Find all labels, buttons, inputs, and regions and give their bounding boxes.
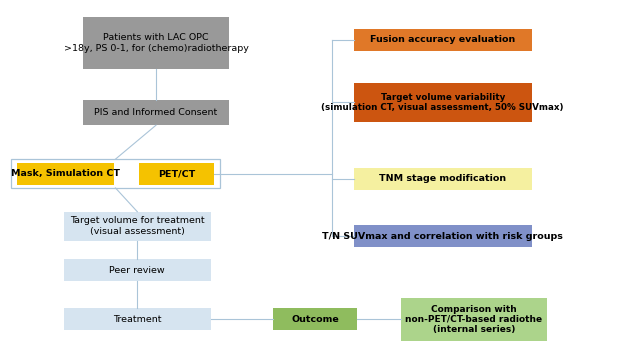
FancyBboxPatch shape xyxy=(354,168,532,190)
Text: Target volume variability
(simulation CT, visual assessment, 50% SUVmax): Target volume variability (simulation CT… xyxy=(322,93,564,112)
FancyBboxPatch shape xyxy=(354,83,532,122)
FancyBboxPatch shape xyxy=(354,225,532,247)
FancyBboxPatch shape xyxy=(64,308,211,330)
Text: TNM stage modification: TNM stage modification xyxy=(379,174,507,183)
FancyBboxPatch shape xyxy=(354,28,532,51)
FancyBboxPatch shape xyxy=(64,212,211,240)
Text: Mask, Simulation CT: Mask, Simulation CT xyxy=(11,169,120,178)
Text: T/N SUVmax and correlation with risk groups: T/N SUVmax and correlation with risk gro… xyxy=(322,232,563,241)
FancyBboxPatch shape xyxy=(64,259,211,281)
Text: PET/CT: PET/CT xyxy=(158,169,195,178)
Text: Peer review: Peer review xyxy=(110,266,165,275)
FancyBboxPatch shape xyxy=(17,162,114,185)
FancyBboxPatch shape xyxy=(83,100,229,125)
Text: Fusion accuracy evaluation: Fusion accuracy evaluation xyxy=(370,35,516,44)
FancyBboxPatch shape xyxy=(139,162,214,185)
FancyBboxPatch shape xyxy=(401,298,547,341)
Text: Treatment: Treatment xyxy=(113,315,162,324)
Text: Target volume for treatment
(visual assessment): Target volume for treatment (visual asse… xyxy=(70,216,205,236)
Text: Comparison with
non-PET/CT-based radiothe
(internal series): Comparison with non-PET/CT-based radioth… xyxy=(405,304,542,334)
Text: Patients with LAC OPC
>18y, PS 0-1, for (chemo)radiotherapy: Patients with LAC OPC >18y, PS 0-1, for … xyxy=(64,33,248,53)
FancyBboxPatch shape xyxy=(273,308,357,330)
FancyBboxPatch shape xyxy=(83,17,229,69)
Text: Outcome: Outcome xyxy=(291,315,339,324)
Text: PIS and Informed Consent: PIS and Informed Consent xyxy=(94,108,218,117)
